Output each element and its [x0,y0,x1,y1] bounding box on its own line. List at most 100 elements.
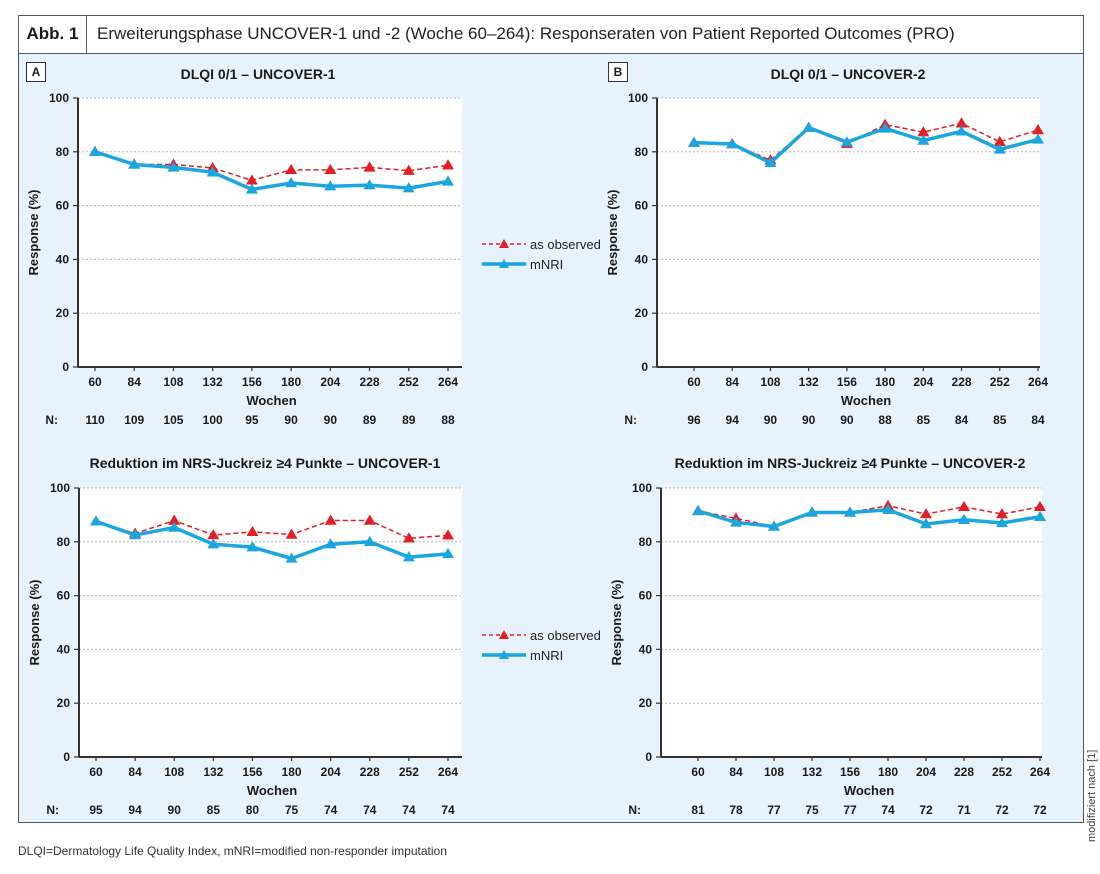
data-point-as-observed [442,529,454,540]
n-value: 71 [957,803,971,817]
data-point-as-observed [1034,500,1046,512]
x-tick-label: 264 [1030,765,1050,779]
x-tick-label: 132 [802,765,822,779]
x-axis-title: Wochen [841,393,891,408]
n-value: 90 [284,413,298,427]
data-point-mnri [285,552,298,563]
data-point-mnri [844,506,856,517]
data-point-as-observed [285,163,298,175]
data-point-as-observed [996,508,1008,519]
data-point-mnri [996,516,1008,528]
legend-label-mnri: mNRI [530,647,564,663]
y-tick-label: 20 [635,306,649,320]
figure-label: Abb. 1 [19,16,87,53]
y-tick-label: 60 [639,589,653,603]
data-point-mnri [1032,133,1044,144]
y-tick-label: 60 [57,589,71,603]
y-tick-label: 100 [50,481,70,495]
data-point-mnri [167,161,180,172]
x-tick-label: 60 [88,375,102,389]
figure-title: Erweiterungsphase UNCOVER-1 und -2 (Woch… [97,24,955,43]
data-point-mnri [726,137,739,149]
n-value: 85 [917,413,931,427]
source-credit: modifiziert nach [1] [1086,749,1098,842]
n-value: 89 [402,413,416,427]
series-line-mnri [693,125,1039,165]
x-tick-label: 228 [954,765,974,779]
n-value: 94 [726,413,740,427]
solid-triangle-line-icon [482,259,526,268]
data-point-as-observed [993,135,1006,147]
x-tick-label: 264 [1028,375,1048,389]
data-point-mnri [363,535,376,546]
x-tick-label: 84 [729,765,743,779]
n-value: 77 [843,803,857,817]
n-value: 95 [89,803,103,817]
data-point-as-observed [920,508,932,519]
y-tick-label: 80 [635,145,649,159]
n-value: 78 [729,803,743,817]
data-point-as-observed [402,164,415,175]
x-tick-label: 156 [242,375,262,389]
y-tick-label: 100 [49,91,69,105]
data-point-mnri [324,538,337,549]
data-point-as-observed [363,161,376,172]
n-value: 74 [324,803,338,817]
x-axis-title: Wochen [844,783,894,798]
plot-area [657,98,1040,367]
y-tick-label: 0 [645,750,652,764]
n-value: 96 [687,413,701,427]
n-value: 95 [245,413,259,427]
n-value: 90 [168,803,182,817]
x-tick-label: 132 [203,765,223,779]
y-tick-label: 80 [56,145,70,159]
plot-area [79,488,462,757]
y-tick-label: 100 [632,481,652,495]
chart-dlqi-uncover2: 0 20 40 60 80 100 60 96 84 94 108 90 132 90 156 90 180 88… [605,91,1048,427]
data-point-mnri [285,177,298,188]
x-tick-label: 228 [360,765,380,779]
chart-nrs-uncover1: 0 20 40 60 80 100 60 95 84 94 108 90 132 85 156 80 180 75… [27,481,462,817]
x-tick-label: 132 [799,375,819,389]
data-point-mnri [802,121,815,132]
y-tick-label: 20 [57,696,71,710]
data-point-as-observed [402,532,415,543]
x-tick-label: 156 [837,375,857,389]
x-tick-label: 156 [840,765,860,779]
legend-item-mnri: mNRI [482,645,601,665]
n-value: 88 [441,413,455,427]
data-point-mnri [692,504,704,516]
x-axis-title: Wochen [246,393,296,408]
x-tick-label: 60 [691,765,705,779]
plot-area [661,488,1042,757]
n-label: N: [45,413,58,427]
n-value: 109 [124,413,144,427]
n-value: 85 [207,803,221,817]
n-value: 89 [363,413,377,427]
y-tick-label: 60 [635,199,649,213]
data-point-mnri [806,506,818,517]
x-axis-title: Wochen [247,783,297,798]
legend-item-as-observed: as observed [482,234,601,254]
data-point-as-observed [955,117,968,128]
n-value: 90 [802,413,816,427]
x-tick-label: 180 [878,765,898,779]
chart-title-a: DLQI 0/1 – UNCOVER-1 [180,66,336,82]
x-tick-label: 132 [203,375,223,389]
n-value: 80 [246,803,260,817]
data-point-mnri [245,183,258,194]
data-point-as-observed [324,514,337,525]
x-tick-label: 204 [320,375,340,389]
y-axis-title: Response (%) [26,190,41,276]
dashed-triangle-line-icon [482,630,526,639]
n-value: 77 [767,803,781,817]
x-tick-label: 108 [764,765,784,779]
data-point-mnri [442,547,454,559]
data-point-mnri [442,175,454,186]
series-line-as-observed [95,519,449,540]
n-value: 90 [840,413,854,427]
x-tick-label: 84 [128,765,142,779]
data-point-mnri [764,156,777,168]
x-tick-label: 84 [128,375,142,389]
